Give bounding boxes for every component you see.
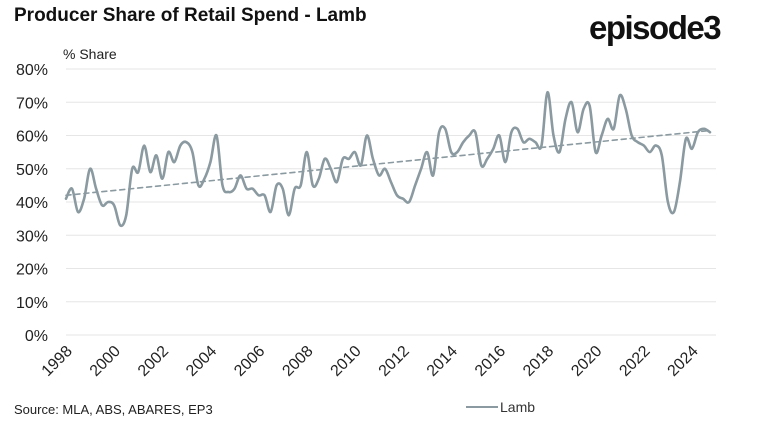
x-tick-label: 2020	[568, 343, 605, 380]
x-tick-label: 2012	[376, 343, 413, 380]
legend-label-lamb: Lamb	[500, 399, 536, 415]
y-tick-label: 20%	[16, 262, 48, 279]
x-tick-label: 2018	[520, 343, 557, 380]
gridlines	[66, 68, 716, 336]
chart-title: Producer Share of Retail Spend - Lamb	[14, 5, 367, 26]
y-tick-label: 30%	[16, 228, 48, 245]
x-tick-label: 2014	[424, 343, 461, 380]
trend-line	[65, 129, 711, 197]
y-tick-label: 10%	[16, 295, 48, 312]
legend: Lamb	[466, 399, 535, 415]
x-tick-label: 2006	[231, 343, 268, 380]
x-tick-label: 2000	[87, 343, 124, 380]
series-line-lamb	[64, 90, 712, 228]
y-tick-label: 70%	[16, 95, 48, 112]
x-tick-label: 2024	[665, 343, 702, 380]
x-tick-label: 2002	[135, 343, 172, 380]
x-tick-label: 1998	[39, 343, 76, 380]
x-tick-label: 2004	[183, 343, 220, 380]
y-axis-label: % Share	[63, 46, 117, 62]
brand-logo: episode3	[589, 9, 722, 46]
y-tick-label: 50%	[16, 162, 48, 179]
x-tick-label: 2022	[616, 343, 653, 380]
source-note: Source: MLA, ABS, ABARES, EP3	[14, 402, 213, 417]
x-tick-label: 2016	[472, 343, 509, 380]
y-tick-label: 60%	[16, 129, 48, 146]
y-tick-label: 80%	[16, 62, 48, 79]
x-tick-label: 2008	[279, 343, 316, 380]
y-tick-labels: 0% 10% 20% 30% 40% 50% 60% 70% 80%	[16, 62, 48, 345]
y-tick-label: 0%	[25, 328, 48, 345]
x-tick-label: 2010	[328, 343, 365, 380]
legend-swatch-lamb	[466, 406, 498, 408]
series-group	[64, 90, 712, 228]
y-tick-label: 40%	[16, 195, 48, 212]
x-tick-labels: 1998 2000 2002 2004 2006 2008 2010 2012 2014 2016…	[39, 343, 702, 380]
